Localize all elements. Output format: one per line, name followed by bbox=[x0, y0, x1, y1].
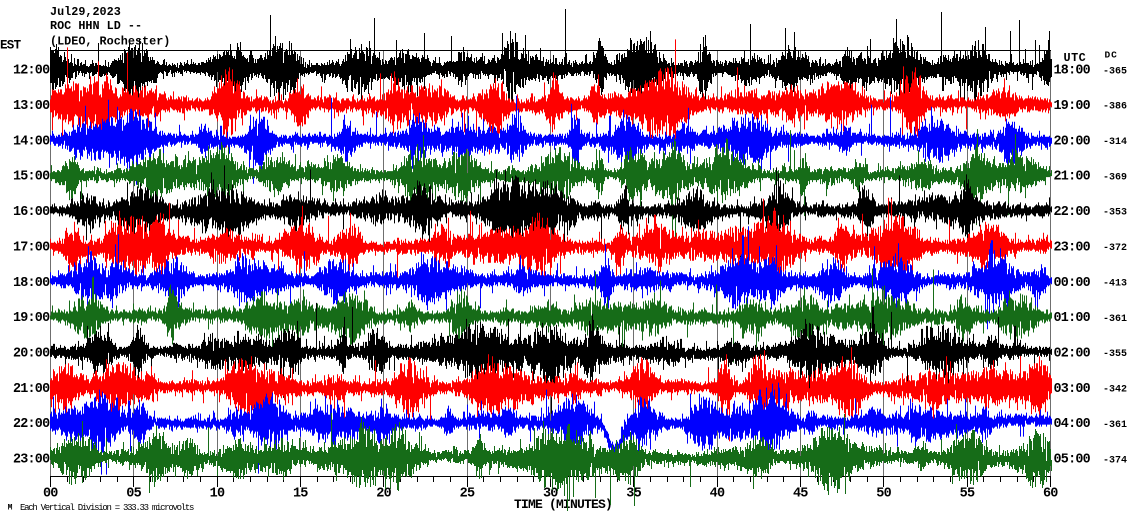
svg-text:35: 35 bbox=[626, 487, 641, 502]
svg-text:-314: -314 bbox=[1103, 137, 1127, 148]
svg-text:18:00: 18:00 bbox=[1054, 64, 1091, 79]
svg-text:-365: -365 bbox=[1103, 66, 1127, 77]
svg-text:21:00: 21:00 bbox=[1054, 170, 1091, 185]
svg-text:60: 60 bbox=[1043, 487, 1058, 502]
svg-text:-374: -374 bbox=[1103, 455, 1127, 466]
svg-text:Jul29,2023: Jul29,2023 bbox=[50, 5, 121, 19]
svg-text:20:00: 20:00 bbox=[13, 347, 50, 362]
svg-text:20:00: 20:00 bbox=[1054, 134, 1091, 149]
svg-text:-361: -361 bbox=[1103, 314, 1127, 325]
svg-text:21:00: 21:00 bbox=[13, 382, 50, 397]
svg-text:30: 30 bbox=[543, 487, 558, 502]
svg-text:Each Vertical Division = 333.: Each Vertical Division = 333.33 microvol… bbox=[20, 503, 194, 513]
svg-text:25: 25 bbox=[460, 487, 475, 502]
svg-text:(LDEO, Rochester): (LDEO, Rochester) bbox=[50, 34, 170, 48]
svg-text:12:00: 12:00 bbox=[13, 64, 50, 79]
svg-text:50: 50 bbox=[876, 487, 891, 502]
svg-text:55: 55 bbox=[960, 487, 975, 502]
svg-text:22:00: 22:00 bbox=[13, 417, 50, 432]
svg-text:17:00: 17:00 bbox=[13, 240, 50, 255]
svg-text:15: 15 bbox=[293, 487, 308, 502]
svg-text:-369: -369 bbox=[1103, 172, 1127, 183]
svg-text:03:00: 03:00 bbox=[1054, 382, 1091, 397]
svg-text:13:00: 13:00 bbox=[13, 99, 50, 114]
svg-text:14:00: 14:00 bbox=[13, 134, 50, 149]
svg-text:05: 05 bbox=[126, 487, 141, 502]
svg-text:-355: -355 bbox=[1103, 349, 1127, 360]
svg-text:-342: -342 bbox=[1103, 385, 1127, 396]
svg-text:M: M bbox=[8, 504, 13, 513]
svg-text:18:00: 18:00 bbox=[13, 276, 50, 291]
svg-text:UTC: UTC bbox=[1064, 51, 1087, 65]
svg-text:40: 40 bbox=[710, 487, 725, 502]
svg-text:DC: DC bbox=[1105, 50, 1118, 61]
svg-text:19:00: 19:00 bbox=[13, 311, 50, 326]
svg-text:05:00: 05:00 bbox=[1054, 453, 1091, 468]
svg-text:19:00: 19:00 bbox=[1054, 99, 1091, 114]
svg-text:20: 20 bbox=[376, 487, 391, 502]
svg-text:EST: EST bbox=[0, 39, 22, 53]
svg-text:-353: -353 bbox=[1103, 208, 1127, 219]
svg-text:16:00: 16:00 bbox=[13, 205, 50, 220]
svg-text:01:00: 01:00 bbox=[1054, 311, 1091, 326]
svg-text:-386: -386 bbox=[1103, 102, 1127, 113]
svg-text:15:00: 15:00 bbox=[13, 170, 50, 185]
svg-text:-361: -361 bbox=[1103, 420, 1127, 431]
svg-text:00: 00 bbox=[43, 487, 58, 502]
svg-text:-413: -413 bbox=[1103, 279, 1127, 290]
svg-text:45: 45 bbox=[793, 487, 808, 502]
svg-text:23:00: 23:00 bbox=[13, 453, 50, 468]
svg-text:02:00: 02:00 bbox=[1054, 347, 1091, 362]
svg-text:10: 10 bbox=[210, 487, 225, 502]
svg-text:04:00: 04:00 bbox=[1054, 417, 1091, 432]
svg-text:00:00: 00:00 bbox=[1054, 276, 1091, 291]
svg-text:-372: -372 bbox=[1103, 243, 1127, 254]
svg-text:22:00: 22:00 bbox=[1054, 205, 1091, 220]
svg-text:23:00: 23:00 bbox=[1054, 240, 1091, 255]
svg-text:TIME (MINUTES): TIME (MINUTES) bbox=[514, 497, 612, 512]
svg-text:ROC HHN LD --: ROC HHN LD -- bbox=[50, 19, 142, 33]
